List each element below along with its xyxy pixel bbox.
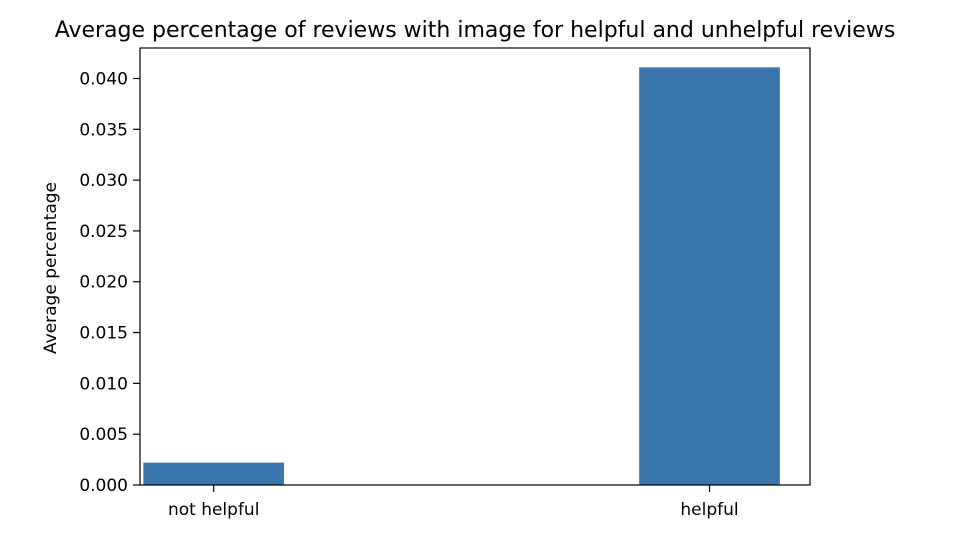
y-axis-label: Average percentage — [41, 182, 61, 354]
y-tick-label: 0.025 — [79, 222, 128, 242]
x-tick-label: helpful — [680, 500, 738, 520]
y-tick-label: 0.030 — [79, 171, 128, 191]
y-tick-label: 0.005 — [79, 425, 128, 445]
y-tick-label: 0.020 — [79, 273, 128, 293]
bar-not-helpful — [143, 462, 285, 485]
y-axis-ticks: 0.000 0.005 0.010 0.015 0.020 0.025 0.030 0.035… — [79, 69, 140, 496]
bars-group — [143, 67, 780, 486]
plot-frame — [139, 47, 811, 486]
chart-title: Average percentage of reviews with image… — [55, 18, 896, 43]
y-tick-label: 0.035 — [79, 120, 128, 140]
x-tick-label: not helpful — [168, 500, 259, 520]
x-axis-ticks: not helpful helpful — [168, 485, 739, 520]
bar-helpful — [639, 67, 780, 486]
y-tick-label: 0.040 — [79, 69, 128, 89]
y-tick-label: 0.000 — [79, 476, 128, 496]
y-tick-label: 0.010 — [79, 374, 128, 394]
y-tick-label: 0.015 — [79, 324, 128, 344]
